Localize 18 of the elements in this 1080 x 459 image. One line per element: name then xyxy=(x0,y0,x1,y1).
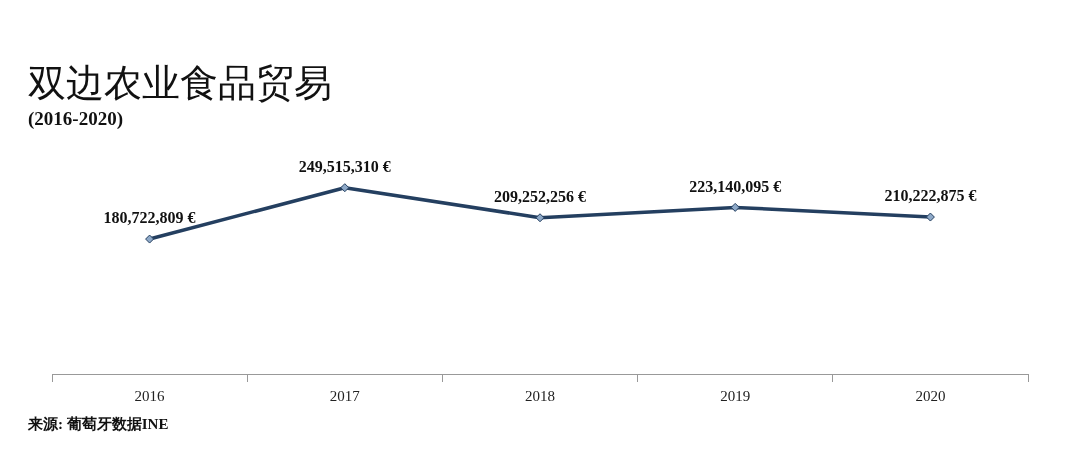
x-tick-label: 2019 xyxy=(720,387,751,404)
x-tick-label: 2020 xyxy=(915,387,946,404)
data-label: 180,722,809 € xyxy=(103,209,196,227)
x-tick-label: 2017 xyxy=(329,387,361,404)
point xyxy=(730,202,740,212)
chart-subtitle: (2016-2020) xyxy=(28,108,123,130)
data-label: 209,252,256 € xyxy=(494,187,586,205)
point xyxy=(535,213,545,223)
chart-title: 双边农业食品贸易 xyxy=(28,61,332,106)
point xyxy=(925,212,935,222)
source-note: 来源: 葡萄牙数据INE xyxy=(28,415,169,434)
x-tick-label: 2016 xyxy=(134,387,166,404)
point xyxy=(145,234,155,244)
data-label: 249,515,310 € xyxy=(298,157,391,175)
point xyxy=(340,183,350,193)
data-label: 223,140,095 € xyxy=(689,177,782,195)
x-tick-label: 2018 xyxy=(525,387,555,404)
data-label: 210,222,875 € xyxy=(884,187,977,205)
